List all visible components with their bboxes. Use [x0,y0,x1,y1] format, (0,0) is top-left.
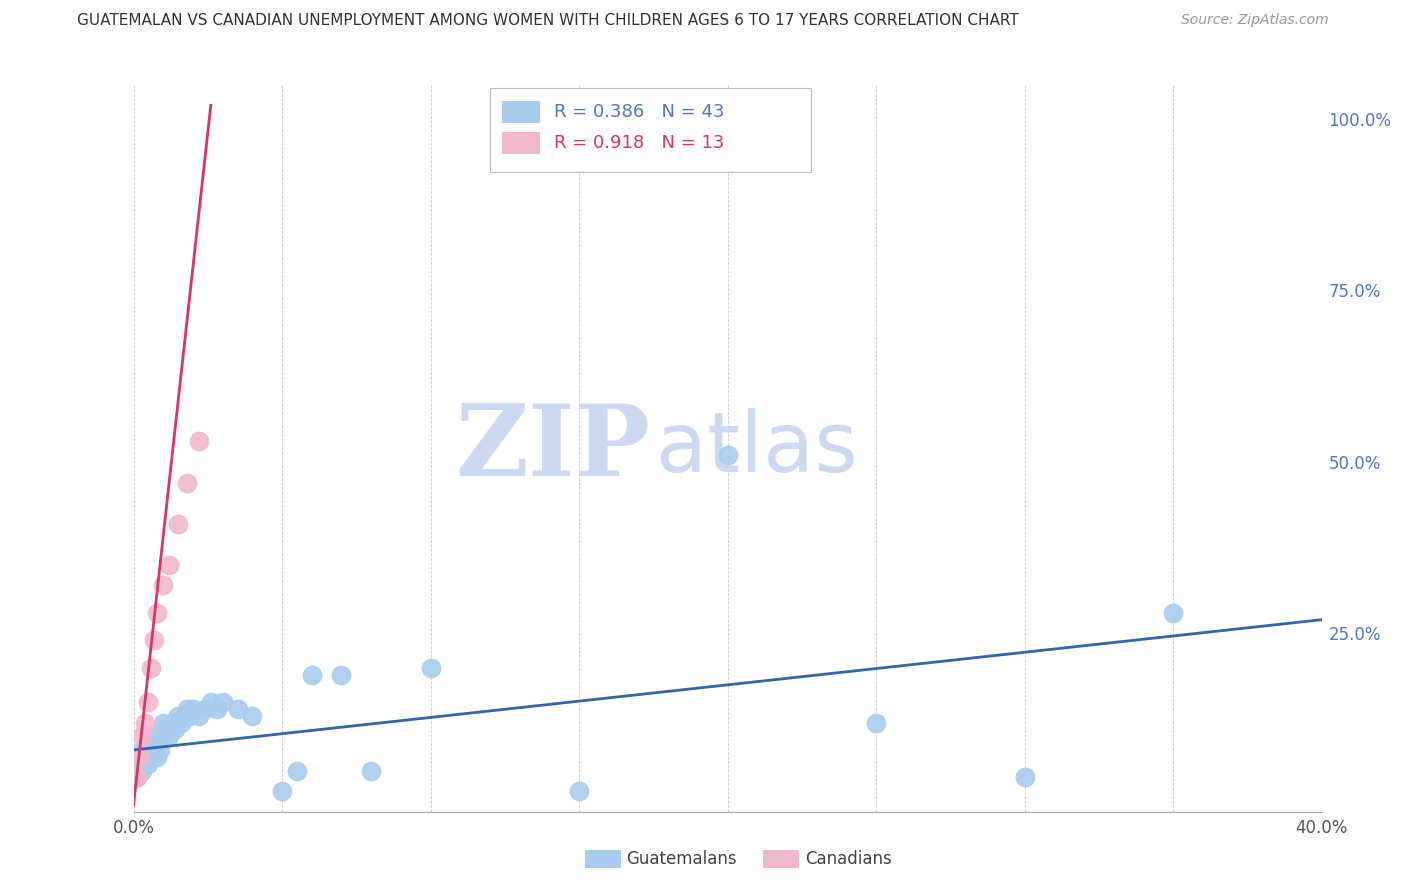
Point [717,448,740,462]
Point [138,736,160,750]
Point [149,743,172,757]
Point [138,695,160,709]
Point [181,702,204,716]
Point [1161,606,1184,620]
Text: R = 0.386   N = 43: R = 0.386 N = 43 [554,103,724,120]
Point [152,715,174,730]
Text: ZIP: ZIP [456,400,651,497]
Text: Canadians: Canadians [804,850,891,868]
Point [419,661,441,675]
Text: GUATEMALAN VS CANADIAN UNEMPLOYMENT AMONG WOMEN WITH CHILDREN AGES 6 TO 17 YEARS: GUATEMALAN VS CANADIAN UNEMPLOYMENT AMON… [77,13,1019,29]
Point [146,736,169,750]
Point [360,764,382,778]
Point [141,749,163,764]
Point [138,756,160,771]
Point [155,723,177,737]
Text: R = 0.918   N = 13: R = 0.918 N = 13 [554,134,724,152]
Point [128,756,150,771]
FancyBboxPatch shape [502,132,540,153]
Point [134,749,156,764]
Point [194,702,217,716]
Text: Source: ZipAtlas.com: Source: ZipAtlas.com [1181,13,1329,28]
Point [128,749,150,764]
Point [125,771,148,785]
Point [141,661,163,675]
Point [242,708,264,723]
Point [200,695,222,709]
Point [301,667,323,681]
Point [165,723,187,737]
Point [226,702,249,716]
Point [143,743,166,757]
Text: atlas: atlas [657,408,858,489]
Point [271,784,294,798]
Point [1014,771,1036,785]
Point [187,434,209,449]
Point [152,578,174,592]
FancyBboxPatch shape [585,849,620,869]
Point [568,784,591,798]
Point [179,708,201,723]
FancyBboxPatch shape [491,88,811,172]
Point [146,749,169,764]
Point [170,715,193,730]
FancyBboxPatch shape [502,101,540,122]
Point [205,702,228,716]
Point [187,708,209,723]
Point [131,743,153,757]
Point [160,715,183,730]
Point [157,729,180,743]
Point [157,558,180,572]
Point [134,715,156,730]
Point [167,708,190,723]
Point [176,475,198,490]
FancyBboxPatch shape [763,849,799,869]
Point [131,729,153,743]
Point [167,516,190,531]
Point [143,729,166,743]
Point [176,702,198,716]
Point [152,729,174,743]
Point [865,715,887,730]
Point [211,695,233,709]
Point [285,764,308,778]
Point [131,764,153,778]
Point [330,667,353,681]
Point [173,708,195,723]
Point [143,633,166,648]
Point [146,606,169,620]
Point [125,771,148,785]
Text: Guatemalans: Guatemalans [627,850,737,868]
